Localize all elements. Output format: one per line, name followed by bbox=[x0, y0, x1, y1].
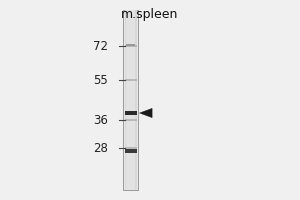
FancyBboxPatch shape bbox=[126, 10, 135, 190]
FancyBboxPatch shape bbox=[124, 10, 136, 190]
Text: 72: 72 bbox=[93, 40, 108, 52]
FancyBboxPatch shape bbox=[126, 44, 135, 46]
Text: m.spleen: m.spleen bbox=[121, 8, 179, 21]
FancyBboxPatch shape bbox=[124, 147, 136, 149]
FancyBboxPatch shape bbox=[125, 149, 136, 153]
Text: 36: 36 bbox=[93, 114, 108, 127]
Polygon shape bbox=[140, 108, 152, 118]
FancyBboxPatch shape bbox=[124, 119, 136, 121]
Text: 28: 28 bbox=[93, 142, 108, 154]
Text: 55: 55 bbox=[93, 73, 108, 86]
FancyBboxPatch shape bbox=[124, 45, 136, 47]
FancyBboxPatch shape bbox=[124, 79, 136, 81]
FancyBboxPatch shape bbox=[123, 10, 138, 190]
FancyBboxPatch shape bbox=[124, 111, 136, 115]
